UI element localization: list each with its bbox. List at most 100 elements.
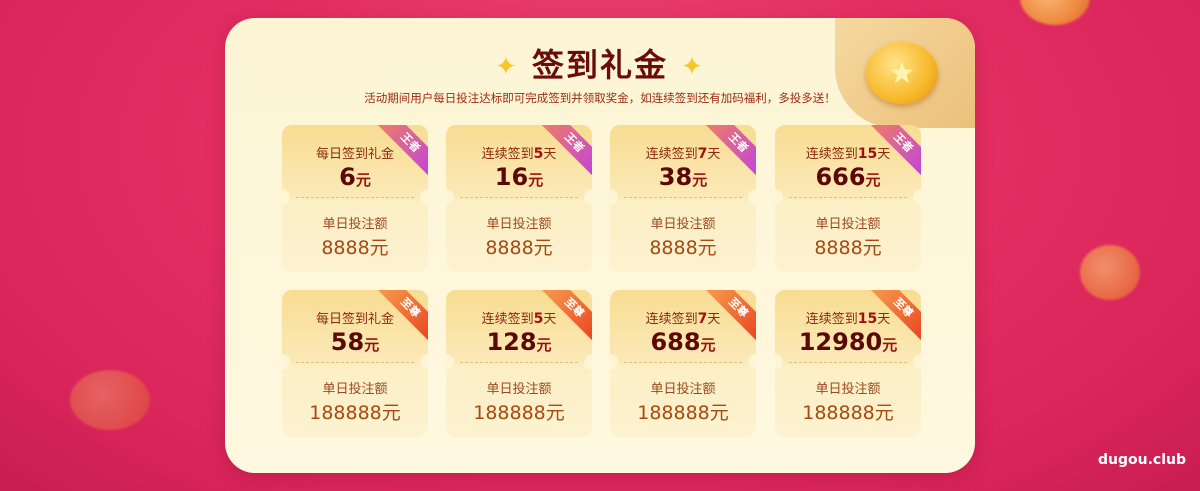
reward-amount: 38元 [610, 163, 756, 191]
ticket-notch [610, 354, 618, 370]
ticket-notch [282, 354, 290, 370]
condition-suffix: 天 [707, 312, 721, 327]
condition-text: 连续签到 [805, 147, 858, 162]
ticket-notch [610, 189, 618, 205]
amount-unit: 元 [692, 171, 708, 189]
reward-card: 至尊 连续签到15天 12980元 单日投注额 188888元 [775, 290, 921, 437]
page-subtitle: 活动期间用户每日投注达标即可完成签到并领取奖金，如连续签到还有加码福利，多投多送… [364, 91, 836, 105]
divider [624, 197, 742, 198]
page-title: ✦ 签到礼金 ✦ [0, 40, 1200, 86]
condition-label: 连续签到5天 [446, 308, 592, 327]
requirement-label: 单日投注额 [815, 217, 881, 232]
condition-text: 连续签到 [805, 312, 858, 327]
decorative-coin [1020, 0, 1090, 25]
amount-value: 128 [486, 328, 537, 356]
requirement-value: 188888元 [473, 402, 565, 424]
ticket-notch [913, 189, 921, 205]
amount-unit: 元 [528, 171, 544, 189]
requirement-value: 8888元 [649, 237, 717, 259]
condition-text: 连续签到 [481, 312, 534, 327]
condition-suffix: 天 [877, 147, 891, 162]
amount-unit: 元 [882, 336, 898, 354]
reward-card: 王者 每日签到礼金 6元 单日投注额 8888元 [282, 125, 428, 272]
divider [460, 362, 578, 363]
amount-unit: 元 [700, 336, 716, 354]
condition-days: 15 [857, 311, 878, 327]
reward-amount: 666元 [775, 163, 921, 191]
condition-text: 每日签到礼金 [315, 147, 394, 162]
ticket-notch [584, 189, 592, 205]
reward-amount: 58元 [282, 328, 428, 356]
ticket-notch [420, 189, 428, 205]
reward-card: 至尊 连续签到7天 688元 单日投注额 188888元 [610, 290, 756, 437]
divider [296, 197, 414, 198]
decorative-coin [1080, 245, 1140, 300]
condition-label: 连续签到15天 [775, 308, 921, 327]
requirement-label: 单日投注额 [486, 217, 552, 232]
condition-label: 每日签到礼金 [282, 143, 428, 162]
condition-days: 5 [533, 146, 544, 162]
requirement-value: 188888元 [802, 402, 894, 424]
reward-card: 王者 连续签到15天 666元 单日投注额 8888元 [775, 125, 921, 272]
reward-card: 王者 连续签到5天 16元 单日投注额 8888元 [446, 125, 592, 272]
amount-unit: 元 [364, 336, 380, 354]
sparkle-icon: ✦ [495, 52, 519, 82]
condition-label: 连续签到7天 [610, 143, 756, 162]
ticket-notch [748, 189, 756, 205]
condition-days: 5 [533, 311, 544, 327]
amount-value: 58 [330, 328, 365, 356]
requirement-label: 单日投注额 [322, 217, 388, 232]
ticket-notch [748, 354, 756, 370]
amount-value: 16 [494, 163, 529, 191]
amount-unit: 元 [355, 171, 371, 189]
requirement-value: 8888元 [485, 237, 553, 259]
requirement-value: 8888元 [321, 237, 389, 259]
condition-text: 每日签到礼金 [315, 312, 394, 327]
decorative-coin [70, 370, 150, 430]
star-coin-icon: ★ [866, 42, 938, 104]
condition-suffix: 天 [543, 147, 557, 162]
ticket-notch [282, 189, 290, 205]
condition-text: 连续签到 [645, 147, 698, 162]
condition-days: 7 [697, 311, 708, 327]
amount-value: 12980 [798, 328, 883, 356]
ticket-notch [446, 354, 454, 370]
ticket-notch [420, 354, 428, 370]
sparkle-icon: ✦ [681, 52, 705, 82]
amount-value: 688 [650, 328, 701, 356]
condition-days: 7 [697, 146, 708, 162]
ticket-notch [584, 354, 592, 370]
amount-value: 666 [815, 163, 866, 191]
divider [789, 362, 907, 363]
requirement-label: 单日投注额 [650, 217, 716, 232]
amount-unit: 元 [865, 171, 881, 189]
reward-card: 至尊 每日签到礼金 58元 单日投注额 188888元 [282, 290, 428, 437]
reward-amount: 6元 [282, 163, 428, 191]
title-text: 签到礼金 [531, 46, 668, 84]
requirement-value: 188888元 [637, 402, 729, 424]
reward-amount: 16元 [446, 163, 592, 191]
requirement-label: 单日投注额 [486, 382, 552, 397]
requirement-label: 单日投注额 [650, 382, 716, 397]
requirement-value: 8888元 [814, 237, 882, 259]
divider [789, 197, 907, 198]
watermark: dugou.club [1098, 452, 1186, 468]
condition-text: 连续签到 [645, 312, 698, 327]
reward-amount: 12980元 [775, 328, 921, 356]
amount-value: 38 [658, 163, 693, 191]
divider [624, 362, 742, 363]
ticket-notch [446, 189, 454, 205]
condition-days: 15 [857, 146, 878, 162]
condition-suffix: 天 [877, 312, 891, 327]
reward-card: 王者 连续签到7天 38元 单日投注额 8888元 [610, 125, 756, 272]
amount-unit: 元 [536, 336, 552, 354]
condition-label: 连续签到7天 [610, 308, 756, 327]
ticket-notch [775, 354, 783, 370]
divider [460, 197, 578, 198]
requirement-label: 单日投注额 [322, 382, 388, 397]
ticket-notch [913, 354, 921, 370]
reward-card: 至尊 连续签到5天 128元 单日投注额 188888元 [446, 290, 592, 437]
requirement-label: 单日投注额 [815, 382, 881, 397]
amount-value: 6 [339, 163, 356, 191]
condition-suffix: 天 [707, 147, 721, 162]
